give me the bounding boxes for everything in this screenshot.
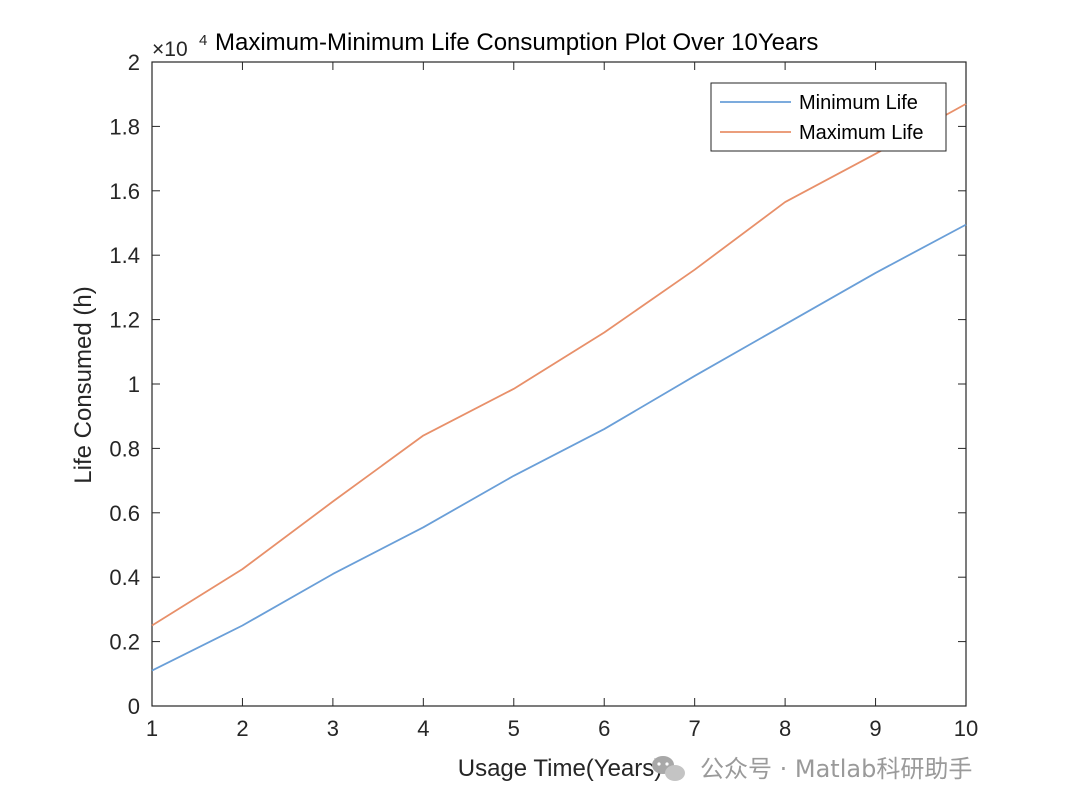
x-tick-label: 6 [598, 716, 610, 741]
chart-title: Maximum-Minimum Life Consumption Plot Ov… [215, 29, 818, 56]
series-line [151, 103, 967, 627]
x-tick-label: 10 [954, 716, 978, 741]
y-tick-label: 1 [128, 372, 140, 397]
x-axis-title: Usage Time(Years) [458, 755, 663, 782]
y-tick-label: 0 [128, 694, 140, 719]
y-tick-label: 1.4 [109, 243, 140, 268]
x-tick-label: 3 [327, 716, 339, 741]
series-maximum-life [151, 103, 967, 627]
x-tick-label: 2 [236, 716, 248, 741]
axes: 1 2 3 4 5 6 7 8 9 10 0 0.2 0.4 0.6 0.8 1 1.2 1.4 1.6 1.8 2 [109, 50, 978, 741]
wechat-icon [652, 756, 685, 781]
y-axis-title: Life Consumed (h) [70, 286, 97, 483]
x-tick-label: 4 [417, 716, 429, 741]
series-layer [151, 103, 967, 672]
watermark: 公众号 · Matlab科研助手 [652, 755, 972, 783]
exponent-label: ×10 4 [152, 32, 207, 61]
series-minimum-life [151, 223, 967, 672]
watermark-text: 公众号 · Matlab科研助手 [700, 755, 972, 783]
legend: Minimum Life Maximum Life [710, 82, 947, 152]
x-tick-label: 1 [146, 716, 158, 741]
exponent-base: ×10 [152, 38, 188, 61]
legend-label: Minimum Life [799, 92, 918, 114]
legend-box [710, 82, 947, 152]
y-tick-label: 0.4 [109, 565, 140, 590]
y-tick-label: 1.6 [109, 179, 140, 204]
y-tick-label: 1.2 [109, 308, 140, 333]
y-tick-label: 0.8 [109, 436, 140, 461]
y-tick-label: 0.6 [109, 501, 140, 526]
y-tick-label: 1.8 [109, 114, 140, 139]
y-tick-label: 2 [128, 50, 140, 75]
x-tick-label: 5 [508, 716, 520, 741]
y-tick-label: 0.2 [109, 630, 140, 655]
plot-box [151, 61, 967, 707]
x-tick-label: 9 [869, 716, 881, 741]
x-tick-label: 7 [689, 716, 701, 741]
series-line [151, 223, 967, 672]
exponent-power: 4 [199, 32, 207, 49]
x-tick-label: 8 [779, 716, 791, 741]
legend-label: Maximum Life [799, 122, 923, 144]
